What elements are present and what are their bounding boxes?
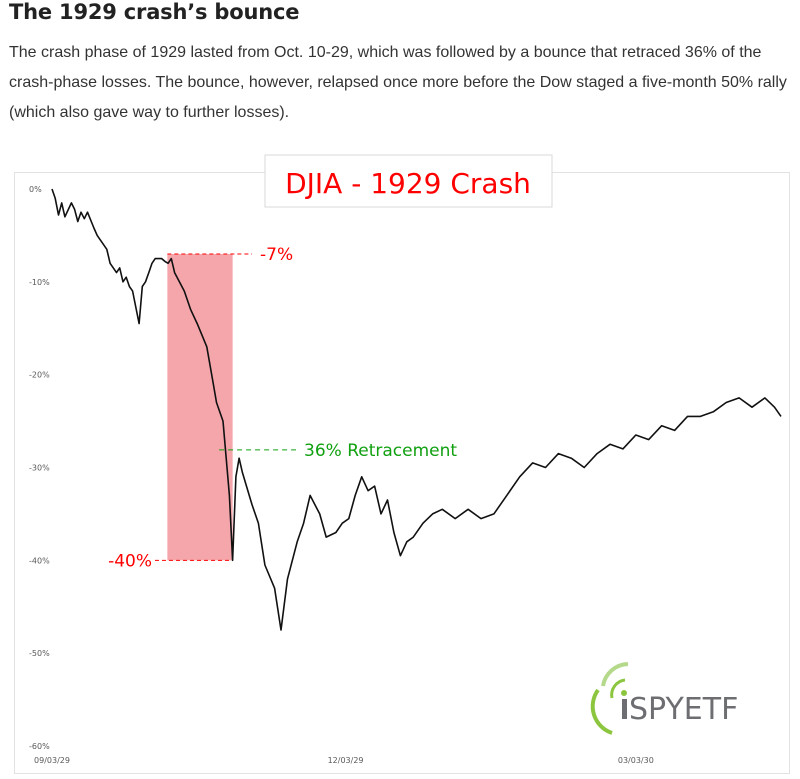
y-tick-label: -40% (29, 556, 50, 565)
minus-40-label: -40% (108, 551, 152, 571)
retracement-label: 36% Retracement (304, 441, 457, 461)
x-tick-label: 09/03/29 (34, 756, 70, 765)
djia-series-line (51, 188, 782, 631)
y-tick-label: -50% (29, 649, 50, 658)
ispyetf-logo-icon (590, 662, 629, 735)
minus-7-label: -7% (260, 245, 293, 265)
article-title: The 1929 crash’s bounce (9, 0, 300, 24)
x-tick-label: 12/03/29 (328, 756, 364, 765)
chart-title: DJIA - 1929 Crash (285, 167, 531, 200)
chart-title-box (264, 154, 553, 208)
y-tick-label: -30% (29, 464, 50, 473)
ispyetf-logo-text: SPYETF (629, 692, 738, 727)
y-tick-label: -20% (29, 371, 50, 380)
y-tick-label: -10% (29, 278, 50, 287)
article-body: The crash phase of 1929 lasted from Oct.… (9, 44, 787, 121)
y-tick-label: -60% (29, 742, 50, 751)
crash-phase-shading (167, 253, 233, 561)
ispyetf-logo: SPYETF (590, 662, 738, 735)
x-tick-label: 03/03/30 (618, 756, 654, 765)
y-tick-label: 0% (29, 185, 42, 194)
